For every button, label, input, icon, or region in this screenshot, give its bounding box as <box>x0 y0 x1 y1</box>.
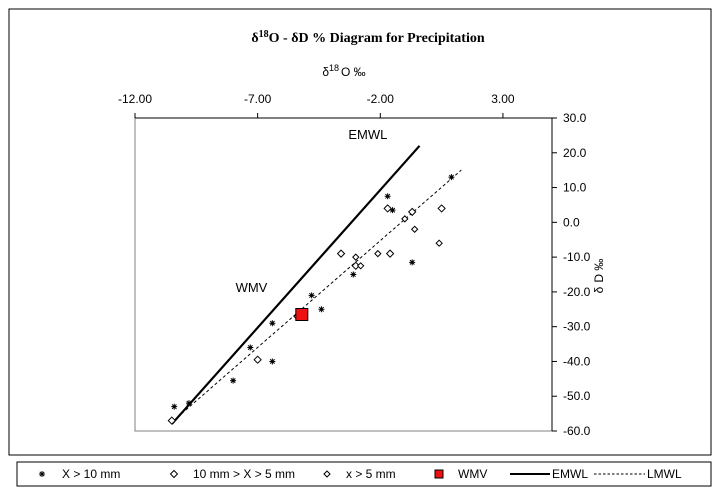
legend-marker-wmv <box>434 469 444 479</box>
annotation-wmv: WMV <box>236 280 268 295</box>
point-x-gt-10mm <box>269 358 276 365</box>
point-10-5mm <box>385 249 395 258</box>
point-10-5mm <box>253 355 262 364</box>
point-10-5mm <box>383 204 392 213</box>
legend-label-emwl: EMWL <box>552 467 588 481</box>
plot-frame <box>134 117 553 432</box>
x-tick-label: 3.00 <box>491 92 515 106</box>
legend-label-lmwl: LMWL <box>647 467 682 481</box>
point-x-gt-10mm <box>171 403 178 410</box>
point-x-gt-10mm <box>384 193 391 200</box>
point-x-gt-10mm <box>308 292 315 299</box>
point-10-5mm <box>167 416 177 425</box>
y-tick-label: 0.0 <box>563 215 580 229</box>
chart-title: δ18O - δD % Diagram for Precipitation <box>251 29 484 47</box>
y-tick-label: -20.0 <box>563 285 591 299</box>
point-x-gt-5mm <box>352 253 360 261</box>
point-x-gt-5mm <box>374 249 382 258</box>
legend: X > 10 mm 10 mm > X > 5 mm x > 5 mm WMV … <box>16 461 712 487</box>
point-x-gt-10mm <box>318 306 325 313</box>
legend-marker-diamond <box>169 469 179 479</box>
point-x-gt-10mm <box>230 377 237 384</box>
point-x-gt-10mm <box>350 271 357 278</box>
legend-label-wmv: WMV <box>458 467 487 481</box>
point-10-5mm <box>407 207 417 217</box>
x-axis-title: δ18 O ‰ <box>322 63 365 79</box>
y-tick-label: 10.0 <box>563 181 587 195</box>
point-x-gt-10mm <box>448 174 455 181</box>
point-10-5mm <box>351 261 360 271</box>
point-x-gt-5mm <box>356 262 365 270</box>
point-wmv <box>295 307 309 321</box>
legend-label-x-gt-5: x > 5 mm <box>346 467 396 481</box>
y-tick-label: -30.0 <box>563 320 591 334</box>
y-tick-label: -50.0 <box>563 389 591 403</box>
point-10-5mm <box>437 204 446 213</box>
x-tick-label: -2.00 <box>367 92 395 106</box>
plot-area: -12.00 -7.00 -2.00 3.00 30.0 20.0 10.0 0.0 -10.0… <box>118 92 591 438</box>
point-10-5mm <box>336 249 346 258</box>
point-x-gt-5mm <box>401 215 409 223</box>
point-x-gt-10mm <box>269 320 276 327</box>
point-x-gt-10mm <box>389 207 396 214</box>
x-tick-label: -12.00 <box>118 92 152 106</box>
legend-label-x-gt-10: X > 10 mm <box>62 467 120 481</box>
point-x-gt-5mm <box>410 225 419 233</box>
y-tick-label: -40.0 <box>563 354 591 368</box>
point-x-gt-10mm <box>185 400 192 407</box>
y-tick-label: -60.0 <box>563 424 591 438</box>
point-x-gt-5mm <box>435 239 443 247</box>
y-tick-label: 20.0 <box>563 146 587 160</box>
legend-label-10-5: 10 mm > X > 5 mm <box>193 467 295 481</box>
emwl-line <box>170 145 421 425</box>
y-tick-label: -10.0 <box>563 250 591 264</box>
point-x-gt-10mm <box>409 259 416 266</box>
annotation-emwl: EMWL <box>348 127 387 142</box>
legend-marker-asterisk <box>39 471 45 477</box>
x-tick-label: -7.00 <box>244 92 272 106</box>
y-axis-title: δD ‰ <box>592 259 606 294</box>
point-x-gt-10mm <box>247 344 254 351</box>
y-tick-label: 30.0 <box>563 111 587 125</box>
legend-marker-diamond-small <box>323 470 331 478</box>
